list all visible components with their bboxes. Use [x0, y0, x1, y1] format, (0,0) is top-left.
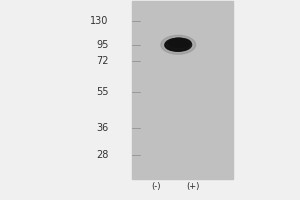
Text: (+): (+) — [186, 182, 200, 191]
Ellipse shape — [168, 38, 191, 47]
Text: 95: 95 — [96, 40, 108, 50]
Ellipse shape — [161, 35, 196, 54]
Bar — [132, 1, 233, 179]
Ellipse shape — [165, 38, 192, 51]
Ellipse shape — [169, 38, 187, 45]
Text: 36: 36 — [96, 123, 108, 133]
Text: 130: 130 — [90, 16, 108, 26]
Text: 72: 72 — [96, 56, 108, 66]
Text: (-): (-) — [151, 182, 161, 191]
Ellipse shape — [169, 45, 188, 50]
Ellipse shape — [165, 41, 189, 51]
Text: 28: 28 — [96, 150, 108, 160]
Text: 55: 55 — [96, 87, 108, 97]
